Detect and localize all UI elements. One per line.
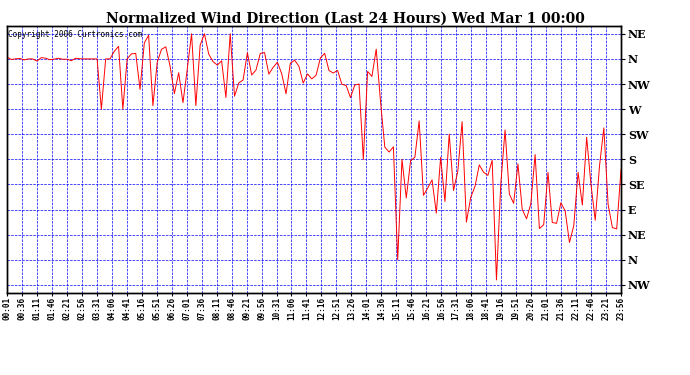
Text: Copyright 2006 Curtronics.com: Copyright 2006 Curtronics.com [8,30,142,39]
Text: Normalized Wind Direction (Last 24 Hours) Wed Mar 1 00:00: Normalized Wind Direction (Last 24 Hours… [106,11,584,25]
